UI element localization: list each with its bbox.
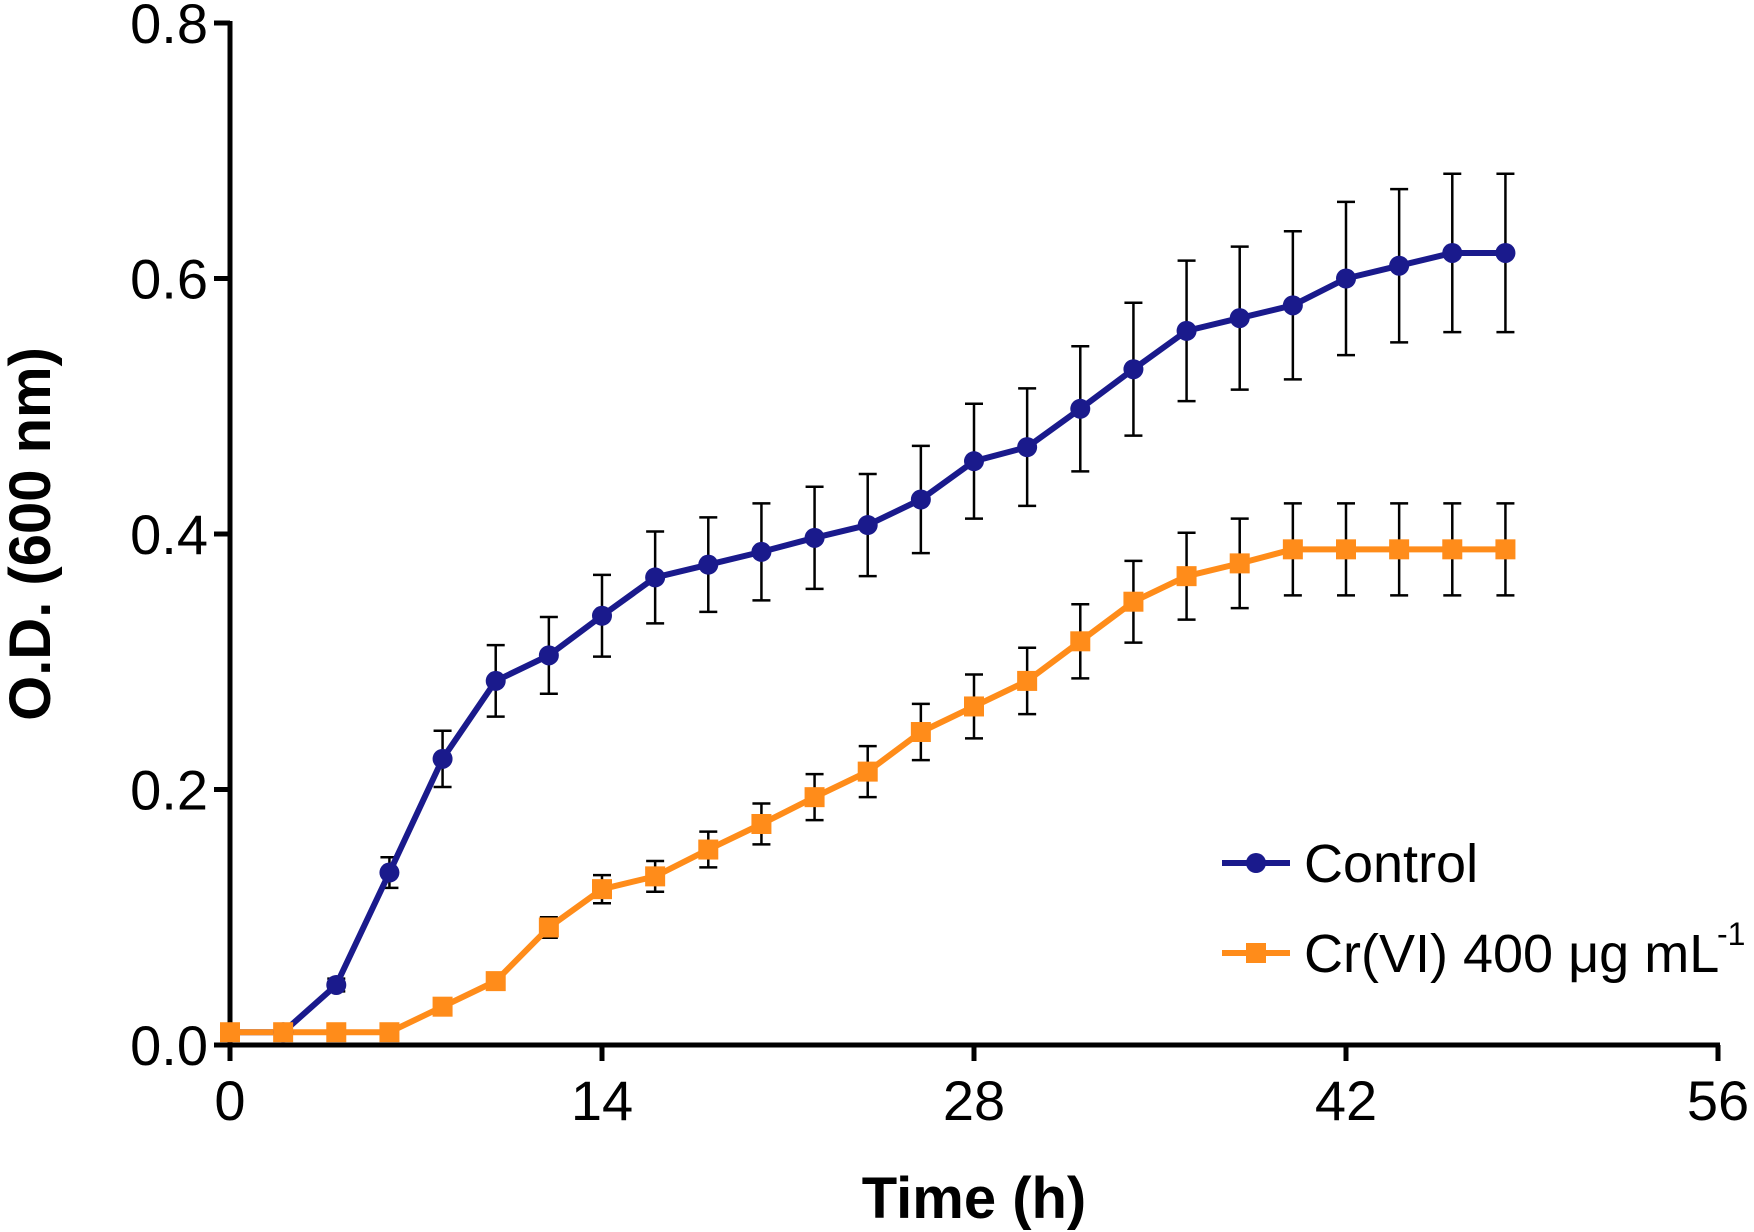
data-point-control bbox=[645, 567, 666, 588]
data-point-control bbox=[698, 554, 719, 575]
data-point-control bbox=[432, 748, 453, 769]
data-point-crvi bbox=[1495, 539, 1516, 560]
data-point-crvi bbox=[220, 1022, 240, 1043]
data-point-control bbox=[1176, 320, 1197, 341]
data-point-crvi bbox=[379, 1022, 400, 1043]
x-axis-title: Time (h) bbox=[862, 1166, 1087, 1231]
data-point-crvi bbox=[326, 1022, 347, 1043]
data-point-control bbox=[1282, 295, 1303, 316]
data-point-control bbox=[592, 605, 612, 626]
data-point-control bbox=[857, 515, 878, 536]
data-point-control bbox=[485, 670, 506, 691]
data-point-crvi bbox=[804, 787, 825, 808]
series-lines bbox=[230, 249, 1506, 1036]
data-point-crvi bbox=[1282, 539, 1303, 560]
x-tick-label: 0 bbox=[214, 1069, 245, 1132]
data-point-crvi bbox=[751, 813, 772, 834]
data-point-crvi bbox=[592, 879, 612, 900]
data-point-control bbox=[1123, 359, 1144, 380]
data-point-crvi bbox=[273, 1022, 294, 1043]
legend-item-0: Control bbox=[1222, 834, 1478, 894]
y-tick-label: 0.8 bbox=[130, 0, 208, 55]
data-point-control bbox=[1017, 437, 1038, 458]
y-axis-title: O.D. (600 nm) bbox=[0, 347, 63, 721]
series-line-0 bbox=[230, 249, 1506, 1036]
x-tick-label: 28 bbox=[943, 1069, 1005, 1132]
data-point-crvi bbox=[857, 761, 878, 782]
y-tick-label: 0.2 bbox=[130, 759, 208, 822]
legend-label: Control bbox=[1304, 834, 1478, 894]
x-tick-label: 56 bbox=[1687, 1069, 1749, 1132]
data-point-control bbox=[964, 451, 984, 472]
data-point-control bbox=[804, 527, 825, 548]
data-point-control bbox=[1389, 255, 1410, 276]
data-point-crvi bbox=[1176, 566, 1197, 587]
data-point-crvi bbox=[1442, 539, 1463, 560]
y-tick-label: 0.4 bbox=[130, 503, 208, 566]
error-bars bbox=[221, 172, 1515, 1038]
data-point-crvi bbox=[1336, 539, 1356, 560]
data-point-control bbox=[538, 645, 559, 666]
data-markers bbox=[220, 242, 1516, 1043]
data-point-crvi bbox=[910, 722, 931, 743]
legend-label-superscript: -1 bbox=[1717, 916, 1745, 952]
data-point-control bbox=[751, 541, 772, 562]
legend-marker-control bbox=[1246, 853, 1266, 873]
y-tick-label: 0.6 bbox=[130, 248, 208, 311]
legend-label: Cr(VI) 400 μg mL bbox=[1304, 924, 1719, 984]
data-point-crvi bbox=[432, 996, 453, 1017]
data-point-crvi bbox=[1389, 539, 1410, 560]
y-tick-label: 0.0 bbox=[130, 1014, 208, 1077]
data-point-crvi bbox=[485, 971, 506, 992]
legend: Control Cr(VI) 400 μg mL-1 bbox=[1222, 834, 1745, 984]
data-point-control bbox=[1495, 242, 1516, 263]
data-point-crvi bbox=[964, 696, 984, 717]
legend-marker-crvi bbox=[1246, 943, 1266, 963]
data-point-crvi bbox=[1070, 631, 1091, 652]
data-point-crvi bbox=[538, 917, 559, 938]
data-point-control bbox=[326, 974, 347, 995]
data-point-control bbox=[1229, 308, 1250, 329]
data-point-crvi bbox=[1123, 591, 1144, 612]
data-point-control bbox=[1442, 242, 1463, 263]
x-tick-label: 42 bbox=[1315, 1069, 1377, 1132]
data-point-crvi bbox=[1229, 553, 1250, 574]
legend-item-1: Cr(VI) 400 μg mL-1 bbox=[1222, 916, 1745, 984]
data-point-control bbox=[910, 489, 931, 510]
data-point-crvi bbox=[645, 866, 666, 887]
data-point-control bbox=[1336, 268, 1356, 289]
data-point-control bbox=[379, 862, 400, 883]
data-point-control bbox=[1070, 398, 1091, 419]
data-point-crvi bbox=[1017, 670, 1038, 691]
data-point-crvi bbox=[698, 839, 719, 860]
x-tick-label: 14 bbox=[571, 1069, 633, 1132]
